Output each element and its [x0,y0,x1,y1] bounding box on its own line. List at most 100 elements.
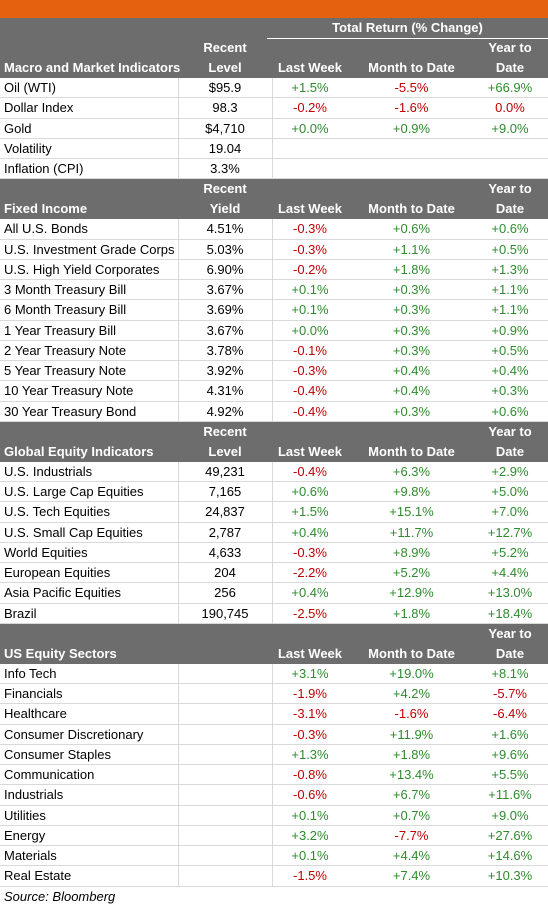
row-year-to-date: +0.6% [491,403,529,419]
month-to-date-header: Month to Date [368,443,455,459]
row-year-to-date: 0.0% [495,100,525,116]
column-separator [178,482,179,502]
total-return-label: Total Return (% Change) [267,20,548,39]
column-separator [178,401,179,421]
column-separator [178,502,179,522]
column-separator [178,542,179,562]
column-separator [178,219,179,239]
row-month-to-date: +11.9% [389,726,434,742]
level-header-line1: Recent [203,181,247,197]
row-last-week: -0.3% [293,241,327,257]
row-month-to-date: +1.8% [392,261,431,277]
column-separator [178,846,179,866]
row-level: 3.69% [206,302,244,318]
row-year-to-date: +5.0% [491,484,529,499]
column-separator [272,138,273,158]
row-name: Dollar Index [4,100,74,116]
table-row: European Equities 204 -2.2% +5.2% +4.4% [0,563,548,584]
row-level: 98.3 [212,100,238,116]
section-title: Global Equity Indicators [4,443,154,459]
column-separator [272,320,273,340]
row-name: Energy [4,827,46,843]
row-name: 1 Year Treasury Bill [4,322,117,338]
row-year-to-date: -6.4% [493,706,527,722]
column-separator [178,340,179,360]
row-year-to-date: +1.6% [491,726,529,742]
table-row: U.S. High Yield Corporates 6.90% -0.2% +1.8… [0,259,548,280]
row-month-to-date: +6.7% [392,787,431,803]
row-level: 3.92% [206,363,244,378]
accent-bar [0,0,548,18]
row-level: 256 [214,585,236,601]
column-separator [272,846,273,866]
row-name: Brazil [4,605,37,621]
row-name: Financials [4,686,63,701]
row-month-to-date: +0.4% [392,383,431,399]
column-separator [272,461,273,481]
row-name: Real Estate [4,868,72,884]
row-month-to-date: +11.7% [389,524,434,540]
row-year-to-date: -5.7% [493,686,527,701]
row-month-to-date: +5.2% [392,565,431,580]
row-level: 49,231 [205,463,245,479]
row-month-to-date: +7.4% [392,868,431,884]
row-year-to-date: +5.2% [491,544,529,560]
column-separator [178,744,179,764]
ytd-header-line1: Year to [488,625,532,641]
row-year-to-date: +0.4% [491,363,529,378]
row-month-to-date: -1.6% [394,100,429,116]
row-name: 2 Year Treasury Note [4,342,127,358]
column-separator [178,724,179,744]
row-year-to-date: +0.5% [491,241,529,257]
row-year-to-date: +0.5% [491,342,529,358]
last-week-header: Last Week [277,645,343,661]
row-month-to-date: +8.9% [392,544,431,560]
ytd-header-line1: Year to [488,181,532,197]
month-to-date-header: Month to Date [368,60,455,75]
row-last-week: -2.2% [293,565,327,580]
row-name: Materials [4,848,57,863]
row-level: 190,745 [201,605,249,621]
row-year-to-date: +2.9% [491,463,529,479]
table-row: Healthcare -3.1% -1.6% -6.4% [0,704,548,725]
level-header-line1: Recent [203,423,247,439]
row-last-week: -0.3% [293,363,327,378]
column-separator [178,98,179,118]
column-separator [272,603,273,623]
row-level: 4.51% [206,221,244,237]
row-month-to-date: +15.1% [389,504,434,520]
row-last-week: -0.8% [293,767,327,782]
row-last-week: -0.3% [293,726,327,742]
column-separator [178,361,179,381]
column-separator [272,724,273,744]
row-year-to-date: +66.9% [487,80,533,95]
row-year-to-date: +7.0% [491,504,529,520]
row-level: 204 [214,565,236,580]
row-last-week: +3.2% [291,827,329,843]
row-year-to-date: +5.5% [491,767,529,782]
table-row: 3 Month Treasury Bill 3.67% +0.1% +0.3% +1.1… [0,280,548,301]
row-name: Volatility [4,140,52,156]
source-note: Source: Bloomberg [4,888,116,904]
row-month-to-date: +0.9% [392,120,431,136]
row-last-week: +0.0% [291,322,329,338]
row-year-to-date: +1.1% [491,302,529,318]
table-row: All U.S. Bonds 4.51% -0.3% +0.6% +0.6% [0,219,548,240]
row-last-week: +0.4% [291,524,329,540]
row-level: 3.3% [210,161,240,176]
row-year-to-date: +9.0% [491,120,529,136]
row-year-to-date: +1.3% [491,261,529,277]
row-level: 4,633 [208,544,242,560]
column-separator [178,684,179,704]
column-separator [178,765,179,785]
column-separator [272,502,273,522]
row-year-to-date: +1.1% [491,282,529,297]
column-separator [178,118,179,138]
row-last-week: +3.1% [291,665,329,681]
column-separator [272,280,273,300]
level-header-line1: Recent [203,40,247,55]
row-last-week: -0.2% [293,100,327,116]
column-separator [178,866,179,886]
table-row: Gold $4,710 +0.0% +0.9% +9.0% [0,118,548,139]
